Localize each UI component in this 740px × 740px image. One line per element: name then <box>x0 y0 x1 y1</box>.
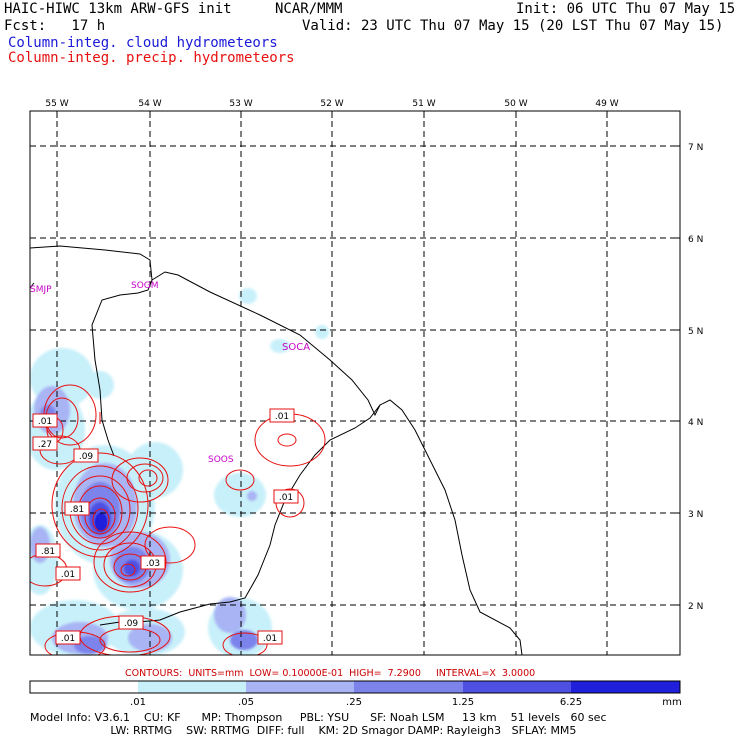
station-sogm: SOGM <box>131 281 159 291</box>
plot-frame <box>29 110 681 656</box>
lon-label: 52 W <box>320 99 343 109</box>
contour-labels: .01 .27 .09 .81 .81 .01 .03 .01 .01 .09 .01 .01 <box>32 408 299 645</box>
contour-label: .01 <box>61 634 75 644</box>
valid-time: Valid: 23 UTC Thu 07 May 15 (20 LST Thu … <box>302 18 724 34</box>
station-markers: SMJP SOGM SOCA SOOS <box>30 281 310 465</box>
contour-label: .81 <box>70 505 84 515</box>
lat-labels: 7 N 6 N 5 N 4 N 3 N 2 N <box>688 143 703 612</box>
contour-label-box <box>55 630 81 645</box>
lat-label: 7 N <box>688 143 703 153</box>
contour-label: .01 <box>275 412 289 422</box>
contours-note: CONTOURS: UNITS=mm LOW= 0.10000E-01 HIGH… <box>125 668 535 679</box>
contour-label-box <box>32 413 58 428</box>
field-precip-label: Column-integ. precip. hydrometeors <box>8 50 295 66</box>
lat-label: 2 N <box>688 602 703 612</box>
lon-labels: 55 W 54 W 53 W 52 W 51 W 50 W 49 W <box>45 99 618 109</box>
org-label: NCAR/MMM <box>275 1 343 17</box>
contour-label-box <box>118 615 144 630</box>
contour-label: .03 <box>146 559 160 569</box>
frame-ticks <box>56 111 680 606</box>
lat-label: 3 N <box>688 510 703 520</box>
colorbar-tick: .01 <box>130 697 146 708</box>
field-cloud-label: Column-integ. cloud hydrometeors <box>8 35 278 51</box>
coastline <box>30 245 523 655</box>
precip-contours <box>30 384 326 655</box>
lon-label: 49 W <box>595 99 618 109</box>
contour-label: .27 <box>38 440 52 450</box>
station-smjp: SMJP <box>30 285 52 295</box>
model-info-line2: LW: RRTMG SW: RRTMG DIFF: full KM: 2D Sm… <box>30 724 577 737</box>
contour-label-box <box>73 448 99 463</box>
colorbar-tick: 1.25 <box>452 697 474 708</box>
contour-label: .01 <box>279 493 293 503</box>
contour-label: .01 <box>61 570 75 580</box>
colorbar: .01 .05 .25 1.25 6.25 mm <box>29 680 682 708</box>
contour-label-box <box>32 436 58 451</box>
lat-label: 6 N <box>688 235 703 245</box>
colorbar-tick: .25 <box>346 697 362 708</box>
colorbar-tick: 6.25 <box>560 697 582 708</box>
contour-label: .09 <box>124 619 139 629</box>
lon-label: 54 W <box>138 99 161 109</box>
lat-lon-grid <box>30 111 680 655</box>
contour-label-box <box>257 630 283 645</box>
contour-label-box <box>140 555 166 570</box>
lat-label: 5 N <box>688 327 703 337</box>
lon-label: 53 W <box>229 99 252 109</box>
colorbar-unit: mm <box>662 697 681 708</box>
contour-label: .81 <box>41 547 55 557</box>
contour-label-box <box>35 543 61 558</box>
model-title: HAIC-HIWC 13km ARW-GFS init <box>4 1 232 17</box>
station-soca: SOCA <box>282 342 310 353</box>
model-info-line1: Model Info: V3.6.1 CU: KF MP: Thompson P… <box>30 711 607 724</box>
contour-label-box <box>55 566 81 581</box>
contour-label-box <box>273 489 299 504</box>
lat-label: 4 N <box>688 418 703 428</box>
contour-label-box <box>269 408 295 423</box>
colorbar-tick: .05 <box>238 697 254 708</box>
contour-label-box <box>64 501 90 516</box>
forecast-hour: Fcst: 17 h <box>4 18 106 34</box>
lon-label: 55 W <box>45 99 68 109</box>
contour-label: .09 <box>79 452 94 462</box>
lon-label: 51 W <box>412 99 435 109</box>
contour-label: .01 <box>263 634 277 644</box>
station-soos: SOOS <box>208 455 234 465</box>
init-time: Init: 06 UTC Thu 07 May 15 <box>516 1 736 17</box>
contour-label: .01 <box>38 417 52 427</box>
lon-label: 50 W <box>504 99 527 109</box>
